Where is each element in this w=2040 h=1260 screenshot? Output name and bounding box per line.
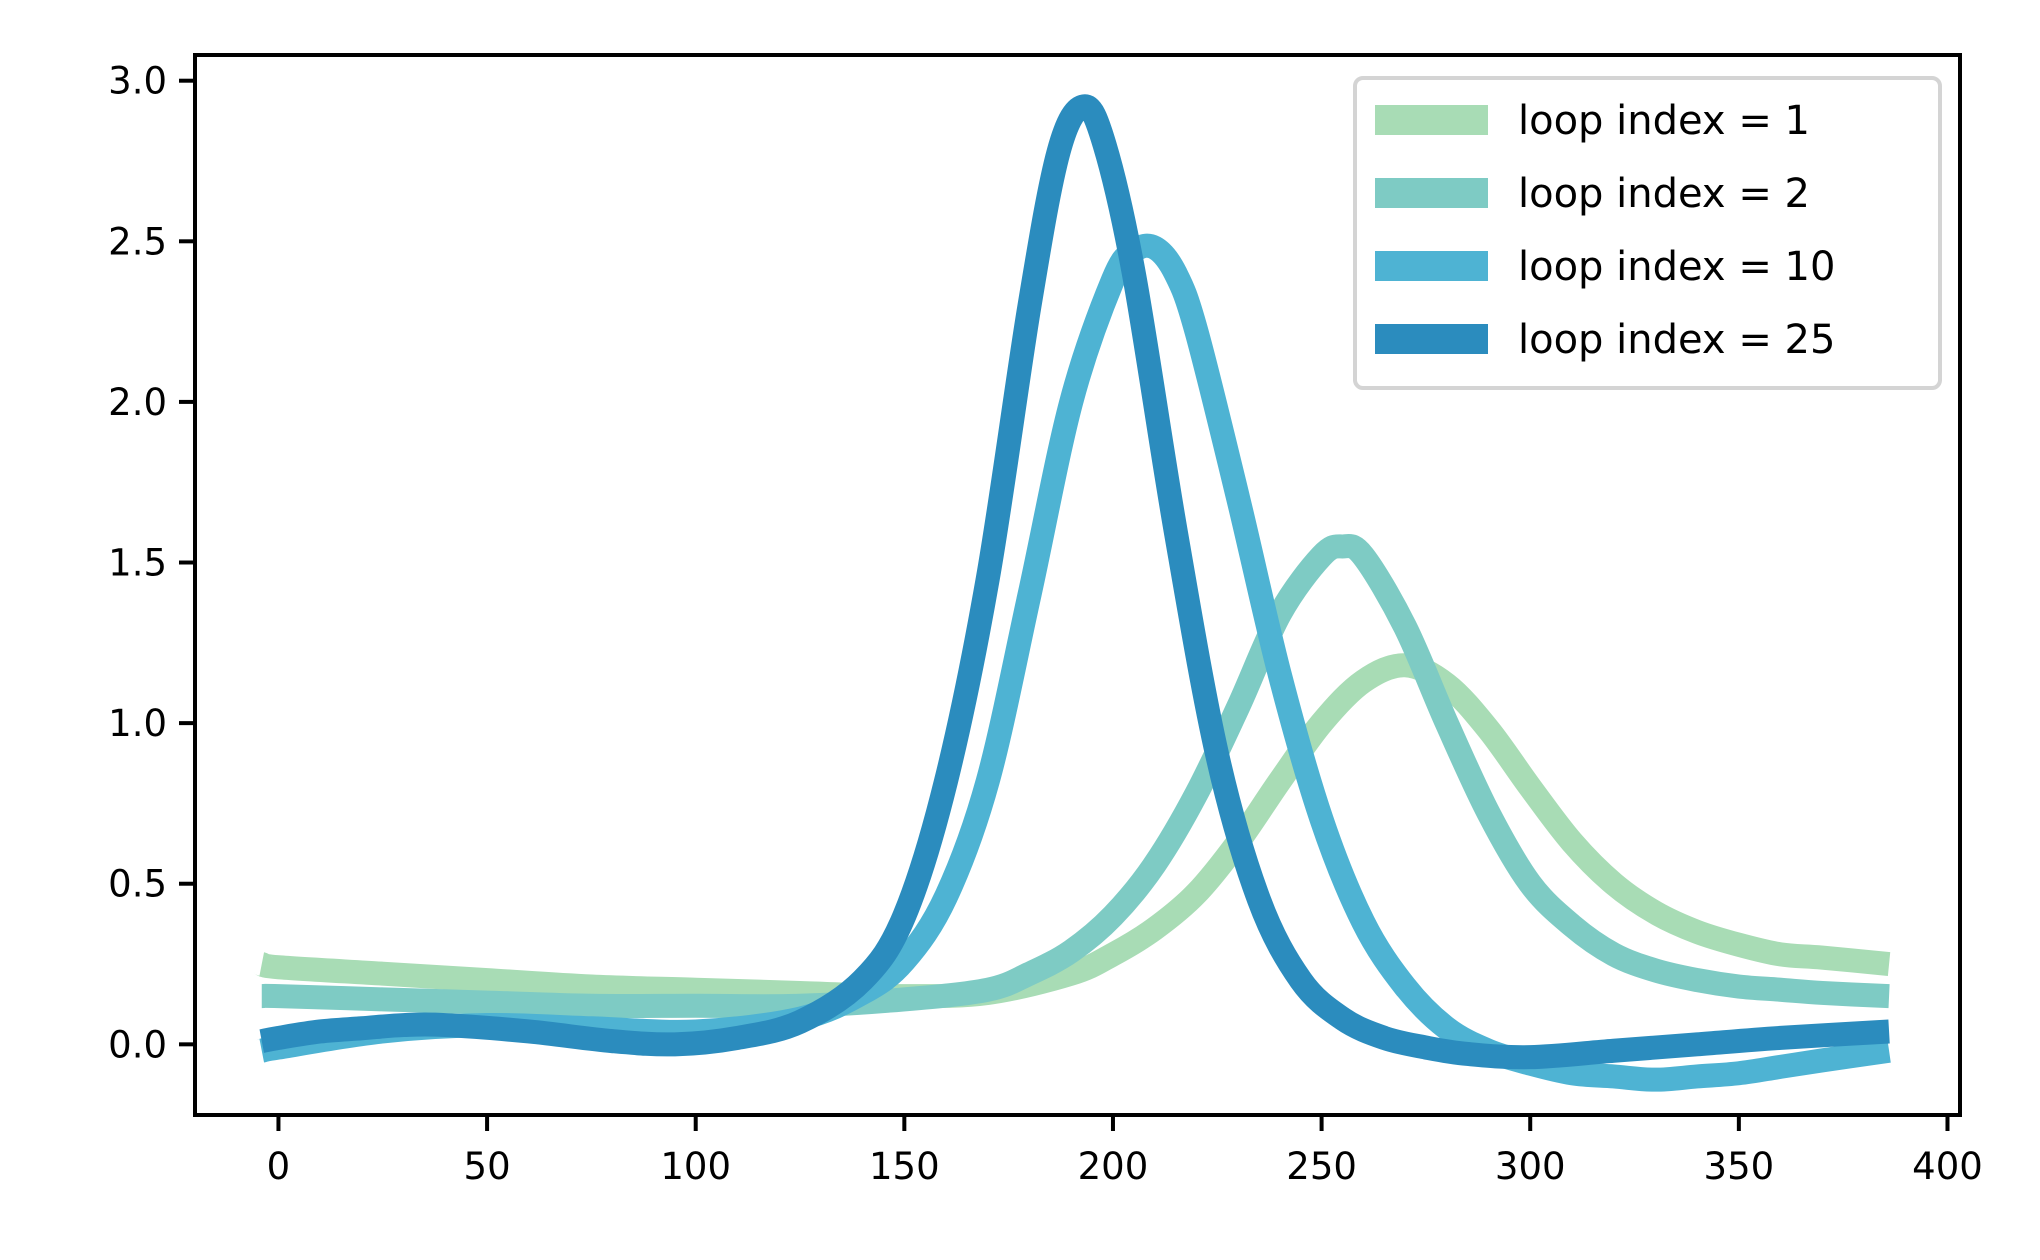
legend-box <box>1353 76 1942 390</box>
x-tick-label: 100 <box>660 1145 731 1188</box>
y-tick-label: 1.5 <box>108 542 167 585</box>
x-tick-label: 300 <box>1495 1145 1566 1188</box>
legend-label-1: loop index = 1 <box>1518 98 1810 144</box>
x-tick-label: 150 <box>869 1145 940 1188</box>
y-tick-label: 2.0 <box>108 381 167 424</box>
legend-label-2: loop index = 2 <box>1518 171 1810 217</box>
x-tick-label: 250 <box>1286 1145 1357 1188</box>
y-tick-label: 3.0 <box>108 60 167 103</box>
x-tick-label: 200 <box>1078 1145 1149 1188</box>
series-layer <box>253 94 1891 1092</box>
series-line-4 <box>259 94 1890 1070</box>
y-tick-label: 0.0 <box>108 1023 167 1066</box>
y-tick-label: 2.5 <box>108 220 167 263</box>
x-axis: 0 50 100 150 200 250 300 350 400 <box>267 1115 1983 1188</box>
legend: loop index = 1 loop index = 2 loop index =… <box>1353 76 1942 390</box>
y-axis: 0.0 0.5 1.0 1.5 2.0 2.5 3.0 <box>108 60 195 1066</box>
x-tick-label: 0 <box>267 1145 291 1188</box>
x-tick-label: 350 <box>1704 1145 1775 1188</box>
series-line-2 <box>259 533 1890 1019</box>
plot-frame <box>193 53 1962 1117</box>
legend-label-4: loop index = 25 <box>1518 317 1835 363</box>
y-tick-label: 1.0 <box>108 702 167 745</box>
x-tick-label: 400 <box>1912 1145 1983 1188</box>
legend-label-3: loop index = 10 <box>1518 244 1835 290</box>
y-tick-label: 0.5 <box>108 863 167 906</box>
x-tick-label: 50 <box>464 1145 511 1188</box>
